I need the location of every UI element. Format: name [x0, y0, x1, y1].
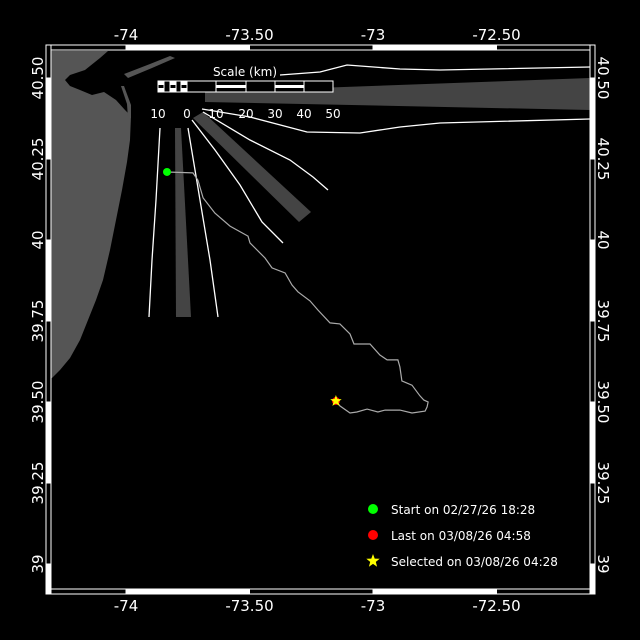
- scale-label: 20: [238, 107, 253, 121]
- selected-star-marker[interactable]: [330, 395, 342, 406]
- scale-label: 40: [296, 107, 311, 121]
- scale-label: 10: [208, 107, 223, 121]
- scale-bar: Scale (km) 10 0 10 20 30 40 50: [150, 65, 340, 121]
- lon-tick-label-top: -74: [114, 26, 139, 44]
- lat-tick-label-right: 40.50: [594, 57, 612, 100]
- legend-selected: Selected on 03/08/26 04:28: [391, 555, 558, 569]
- lat-tick-label-right: 40: [594, 230, 612, 249]
- red-circle-icon: [368, 530, 378, 540]
- frame-segment: [125, 44, 250, 51]
- frame-segment: [496, 44, 596, 51]
- scale-title: Scale (km): [213, 65, 277, 79]
- lat-tick-label-left: 39: [29, 554, 47, 573]
- lane-line: [148, 127, 161, 318]
- frame-segment: [372, 44, 497, 51]
- lon-tick-label-top: -73.50: [225, 26, 273, 44]
- lat-tick-label-left: 39.25: [29, 462, 47, 505]
- lat-tick-label-right: 39.25: [594, 462, 612, 505]
- coastline-land: [50, 51, 131, 378]
- scale-label: 30: [267, 107, 282, 121]
- lat-tick-label-right: 39.75: [594, 300, 612, 343]
- scale-label: 10: [150, 107, 165, 121]
- lat-tick-label-right: 39: [594, 554, 612, 573]
- lane-band-south: [175, 128, 191, 317]
- frame-segment: [125, 588, 250, 595]
- glider-track: [166, 171, 429, 414]
- lon-tick-label-top: -73: [361, 26, 386, 44]
- legend-last: Last on 03/08/26 04:58: [391, 529, 531, 543]
- scale-label: 50: [325, 107, 340, 121]
- lat-tick-label-right: 40.25: [594, 138, 612, 181]
- lon-tick-label-bottom: -73.50: [225, 597, 273, 615]
- yellow-star-icon: [366, 554, 380, 567]
- legend: Start on 02/27/26 18:28 Last on 03/08/26…: [366, 503, 558, 569]
- lane-band-southeast: [193, 112, 311, 222]
- lane-line: [191, 119, 284, 244]
- frame-segment: [45, 44, 127, 51]
- lat-tick-label-right: 39.50: [594, 381, 612, 424]
- frame-segment: [496, 588, 596, 595]
- frame-segment: [45, 563, 52, 595]
- lane-line: [279, 64, 591, 76]
- frame-segment: [372, 588, 497, 595]
- lane-line: [201, 108, 591, 134]
- lat-tick-label-left: 40.50: [29, 57, 47, 100]
- scale-label: 0: [183, 107, 191, 121]
- lon-tick-label-bottom: -73: [361, 597, 386, 615]
- lat-tick-label-left: 39.75: [29, 300, 47, 343]
- start-marker[interactable]: [163, 167, 172, 176]
- long-island-shore: [124, 56, 175, 78]
- frame-segment: [249, 44, 374, 51]
- frame-segment: [45, 588, 127, 595]
- map-frame: [45, 44, 596, 595]
- frame-segment: [589, 563, 596, 595]
- lane-line: [202, 111, 329, 191]
- legend-start: Start on 02/27/26 18:28: [391, 503, 535, 517]
- shipping-lanes: [148, 64, 591, 318]
- frame-segment: [249, 588, 374, 595]
- lat-tick-label-left: 39.50: [29, 381, 47, 424]
- lane-band-east: [205, 78, 590, 110]
- lon-tick-label-bottom: -72.50: [472, 597, 520, 615]
- lat-tick-label-left: 40: [29, 230, 47, 249]
- lon-tick-label-bottom: -74: [114, 597, 139, 615]
- lat-tick-label-left: 40.25: [29, 138, 47, 181]
- barrier-island: [121, 86, 131, 118]
- green-circle-icon: [368, 504, 378, 514]
- lon-tick-label-top: -72.50: [472, 26, 520, 44]
- lane-line: [187, 127, 219, 318]
